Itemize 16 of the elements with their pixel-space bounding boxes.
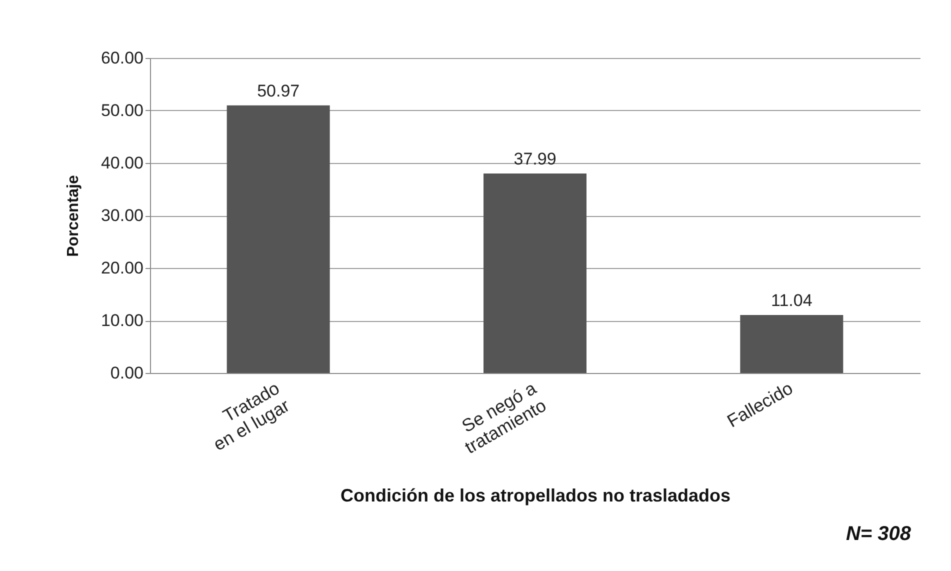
x-axis-title: Condición de los atropellados no trasladados	[340, 486, 731, 506]
y-tick-label: 60.00	[100, 48, 144, 68]
y-tick-label: 40.00	[100, 154, 144, 172]
data-label: 11.04	[771, 291, 812, 310]
bar	[740, 315, 844, 373]
data-label: 37.99	[514, 150, 556, 169]
text: N= 308	[846, 523, 911, 546]
y-axis-title: Porcentaje	[64, 174, 82, 257]
y-tick-label: 30.00	[100, 206, 144, 225]
bar	[226, 105, 330, 373]
y-tick-label: 20.00	[100, 258, 144, 278]
bar	[484, 174, 586, 373]
y-tick-label: 10.00	[100, 311, 144, 330]
y-tick-label: 0.00	[110, 364, 144, 382]
y-tick-label: 50.00	[100, 101, 144, 120]
data-label: 50.97	[257, 81, 300, 100]
